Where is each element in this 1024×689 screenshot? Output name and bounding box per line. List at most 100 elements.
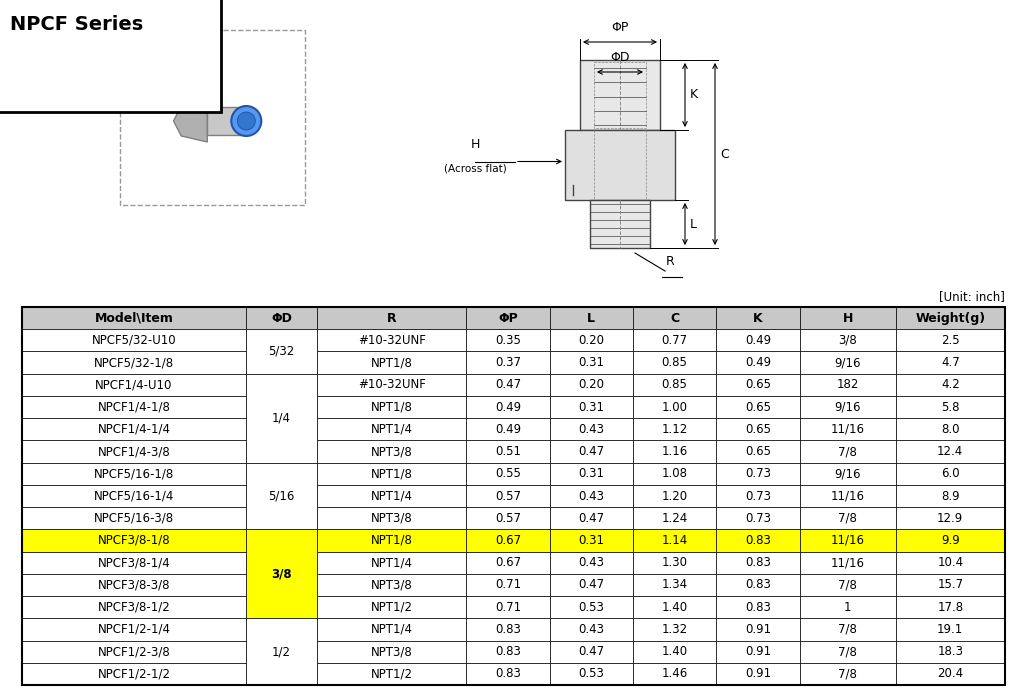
Bar	[316, 440, 466, 462]
Text: 0.57: 0.57	[495, 489, 521, 502]
Text: 4.7: 4.7	[941, 356, 959, 369]
Text: NPCF5/16-1/8: NPCF5/16-1/8	[94, 467, 174, 480]
Bar	[246, 462, 316, 529]
Text: L: L	[690, 218, 697, 231]
Bar	[896, 618, 1005, 641]
Text: 0.65: 0.65	[745, 423, 771, 436]
Text: 3/8: 3/8	[839, 334, 857, 347]
Text: 182: 182	[837, 378, 859, 391]
Text: 1.34: 1.34	[662, 579, 688, 591]
Text: K: K	[754, 311, 763, 325]
Bar	[800, 418, 896, 440]
Bar	[246, 307, 316, 329]
Text: 0.83: 0.83	[745, 556, 771, 569]
Text: 0.31: 0.31	[579, 534, 604, 547]
Bar	[22, 396, 246, 418]
Text: 0.47: 0.47	[579, 445, 604, 458]
Bar	[717, 329, 800, 351]
Bar	[550, 462, 633, 485]
Text: 0.73: 0.73	[745, 489, 771, 502]
Bar	[896, 307, 1005, 329]
Bar	[633, 552, 717, 574]
Bar	[22, 596, 246, 618]
Bar	[316, 373, 466, 396]
Bar	[717, 307, 800, 329]
Bar	[550, 373, 633, 396]
Bar	[800, 507, 896, 529]
Text: 0.83: 0.83	[495, 645, 521, 658]
Bar	[717, 440, 800, 462]
Bar	[236, 110, 240, 132]
Bar	[800, 307, 896, 329]
Text: NPCF5/16-3/8: NPCF5/16-3/8	[94, 512, 174, 525]
Text: 9/16: 9/16	[835, 400, 861, 413]
Bar	[800, 351, 896, 373]
Bar	[550, 507, 633, 529]
Bar	[633, 418, 717, 440]
Bar	[896, 507, 1005, 529]
Text: 0.31: 0.31	[579, 400, 604, 413]
Bar	[633, 618, 717, 641]
Text: NPCF3/8-3/8: NPCF3/8-3/8	[97, 579, 170, 591]
Text: 9/16: 9/16	[835, 356, 861, 369]
Bar	[316, 418, 466, 440]
Bar	[246, 529, 316, 618]
Text: 15.7: 15.7	[937, 579, 964, 591]
Bar	[550, 641, 633, 663]
Bar	[800, 618, 896, 641]
Text: 0.71: 0.71	[495, 601, 521, 614]
Text: 0.31: 0.31	[579, 467, 604, 480]
Text: 0.83: 0.83	[745, 534, 771, 547]
Text: 11/16: 11/16	[830, 556, 864, 569]
Bar	[316, 507, 466, 529]
Text: 7/8: 7/8	[839, 445, 857, 458]
Text: 0.47: 0.47	[579, 645, 604, 658]
Bar	[717, 418, 800, 440]
Bar	[550, 574, 633, 596]
Bar	[800, 373, 896, 396]
Text: 12.4: 12.4	[937, 445, 964, 458]
Bar	[896, 663, 1005, 685]
Bar	[316, 663, 466, 685]
Bar	[466, 440, 550, 462]
Bar	[466, 418, 550, 440]
Bar	[633, 440, 717, 462]
Bar	[633, 596, 717, 618]
Text: 0.43: 0.43	[579, 623, 604, 636]
Text: 0.83: 0.83	[745, 601, 771, 614]
Text: ΦD: ΦD	[610, 51, 630, 64]
Text: 0.73: 0.73	[745, 467, 771, 480]
Text: L: L	[588, 311, 595, 325]
Text: NPT3/8: NPT3/8	[371, 579, 413, 591]
Bar	[633, 641, 717, 663]
Text: NPCF1/4-1/8: NPCF1/4-1/8	[97, 400, 170, 413]
Text: 0.35: 0.35	[495, 334, 521, 347]
Text: #10-32UNF: #10-32UNF	[357, 378, 426, 391]
Bar	[717, 663, 800, 685]
Text: NPT1/8: NPT1/8	[371, 467, 413, 480]
Text: H: H	[843, 311, 853, 325]
Text: H: H	[470, 138, 479, 152]
Bar	[22, 507, 246, 529]
Text: 0.85: 0.85	[662, 378, 687, 391]
Text: NPT3/8: NPT3/8	[371, 512, 413, 525]
Bar	[466, 462, 550, 485]
Bar	[550, 529, 633, 552]
Text: 1.16: 1.16	[662, 445, 688, 458]
Bar	[896, 329, 1005, 351]
Bar	[633, 574, 717, 596]
Bar	[466, 351, 550, 373]
Bar	[22, 351, 246, 373]
Bar	[896, 396, 1005, 418]
Text: NPCF1/4-3/8: NPCF1/4-3/8	[97, 445, 170, 458]
Bar	[120, 30, 305, 205]
Bar	[717, 574, 800, 596]
Bar	[466, 507, 550, 529]
Text: NPCF1/2-1/2: NPCF1/2-1/2	[97, 668, 170, 680]
Text: NPCF3/8-1/4: NPCF3/8-1/4	[97, 556, 170, 569]
Bar	[316, 552, 466, 574]
Bar	[22, 663, 246, 685]
Text: K: K	[690, 88, 698, 101]
Text: NPT1/2: NPT1/2	[371, 601, 413, 614]
Bar	[550, 418, 633, 440]
